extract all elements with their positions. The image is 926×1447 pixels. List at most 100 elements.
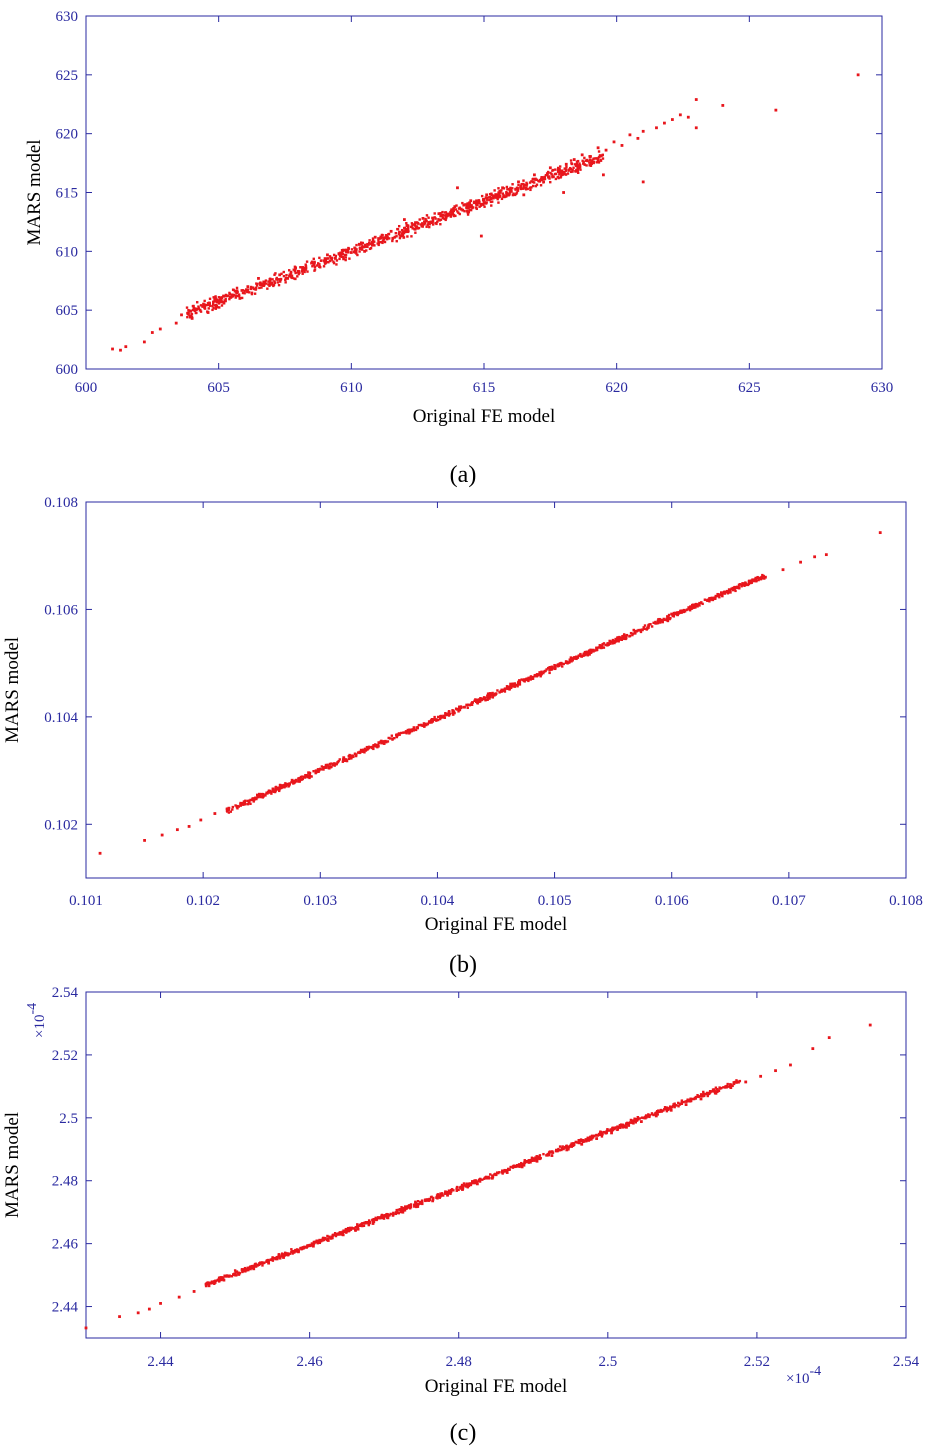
data-point (329, 256, 332, 260)
data-point (222, 301, 226, 305)
data-point (249, 1265, 253, 1268)
data-point (332, 253, 336, 257)
data-point (654, 620, 657, 624)
data-point (856, 73, 860, 77)
data-point (641, 180, 645, 184)
data-point (650, 1112, 654, 1115)
data-point (451, 711, 455, 714)
data-point (639, 630, 643, 634)
data-point (320, 1238, 323, 1242)
data-point (729, 1083, 732, 1086)
data-point (734, 589, 737, 593)
data-point (219, 301, 222, 304)
data-point (424, 217, 427, 221)
data-point (328, 255, 332, 258)
data-point (312, 769, 315, 773)
data-point (495, 692, 498, 695)
data-point (326, 763, 329, 767)
data-point (495, 1173, 498, 1177)
data-point (216, 301, 219, 304)
data-point (573, 163, 577, 166)
data-point (560, 1147, 564, 1150)
data-point (498, 195, 502, 198)
data-point (525, 678, 528, 682)
data-point (548, 1150, 552, 1153)
data-point (242, 802, 245, 806)
data-point (646, 627, 649, 630)
x-tick-label: 625 (738, 380, 761, 396)
data-point (282, 270, 285, 274)
data-point (335, 259, 339, 262)
data-point (781, 568, 785, 572)
data-point (398, 230, 401, 234)
data-point (531, 1158, 534, 1162)
data-point (271, 1256, 274, 1259)
data-point (398, 236, 402, 240)
data-point (545, 172, 549, 175)
data-point (249, 802, 252, 806)
data-point (292, 782, 295, 785)
data-point (601, 157, 605, 160)
data-point (577, 1138, 580, 1142)
data-point (472, 201, 476, 205)
data-point (406, 235, 409, 238)
data-point (221, 1276, 225, 1280)
data-point (299, 266, 302, 269)
data-point (559, 175, 563, 178)
data-point (480, 194, 484, 198)
data-point (240, 1269, 244, 1272)
data-point (571, 1144, 575, 1147)
data-point (438, 1196, 442, 1199)
data-point (354, 1228, 357, 1232)
data-point (264, 282, 268, 285)
data-point (730, 588, 733, 591)
data-point (383, 742, 386, 745)
data-point (363, 751, 366, 754)
data-point (539, 184, 543, 187)
data-point (633, 1117, 636, 1120)
data-point (824, 553, 828, 557)
data-point (351, 754, 354, 757)
data-point (511, 183, 514, 186)
data-point (575, 162, 579, 166)
data-point (142, 340, 146, 344)
data-point (488, 198, 491, 202)
data-point (639, 628, 642, 632)
data-point (159, 1302, 162, 1305)
data-point (503, 1168, 506, 1172)
data-point (280, 784, 283, 787)
data-point (583, 163, 587, 166)
data-point (262, 280, 266, 284)
data-point (528, 181, 532, 184)
data-point (439, 218, 443, 221)
data-point (195, 308, 198, 312)
data-point (361, 244, 364, 248)
data-point (706, 1094, 709, 1098)
y-tick-label: 600 (56, 362, 79, 378)
data-point (625, 637, 628, 640)
data-point (285, 273, 288, 277)
data-point (238, 297, 242, 300)
data-point (459, 705, 463, 708)
data-point (448, 214, 451, 217)
data-point (474, 206, 478, 209)
data-point (441, 213, 445, 217)
data-point (340, 1231, 343, 1234)
panel-caption: (c) (450, 1420, 477, 1446)
data-point (521, 187, 524, 190)
data-point (574, 1140, 577, 1144)
data-point (203, 306, 206, 310)
data-point (537, 1155, 540, 1158)
data-point (358, 250, 361, 253)
data-point (522, 1162, 525, 1166)
data-point (461, 208, 465, 212)
x-tick-label: 0.106 (655, 893, 689, 909)
data-point (417, 1203, 420, 1206)
data-point (282, 1256, 285, 1259)
data-point (418, 1202, 422, 1205)
data-point (403, 218, 406, 221)
data-point (233, 1269, 237, 1272)
data-point (175, 828, 179, 832)
data-point (482, 198, 485, 201)
